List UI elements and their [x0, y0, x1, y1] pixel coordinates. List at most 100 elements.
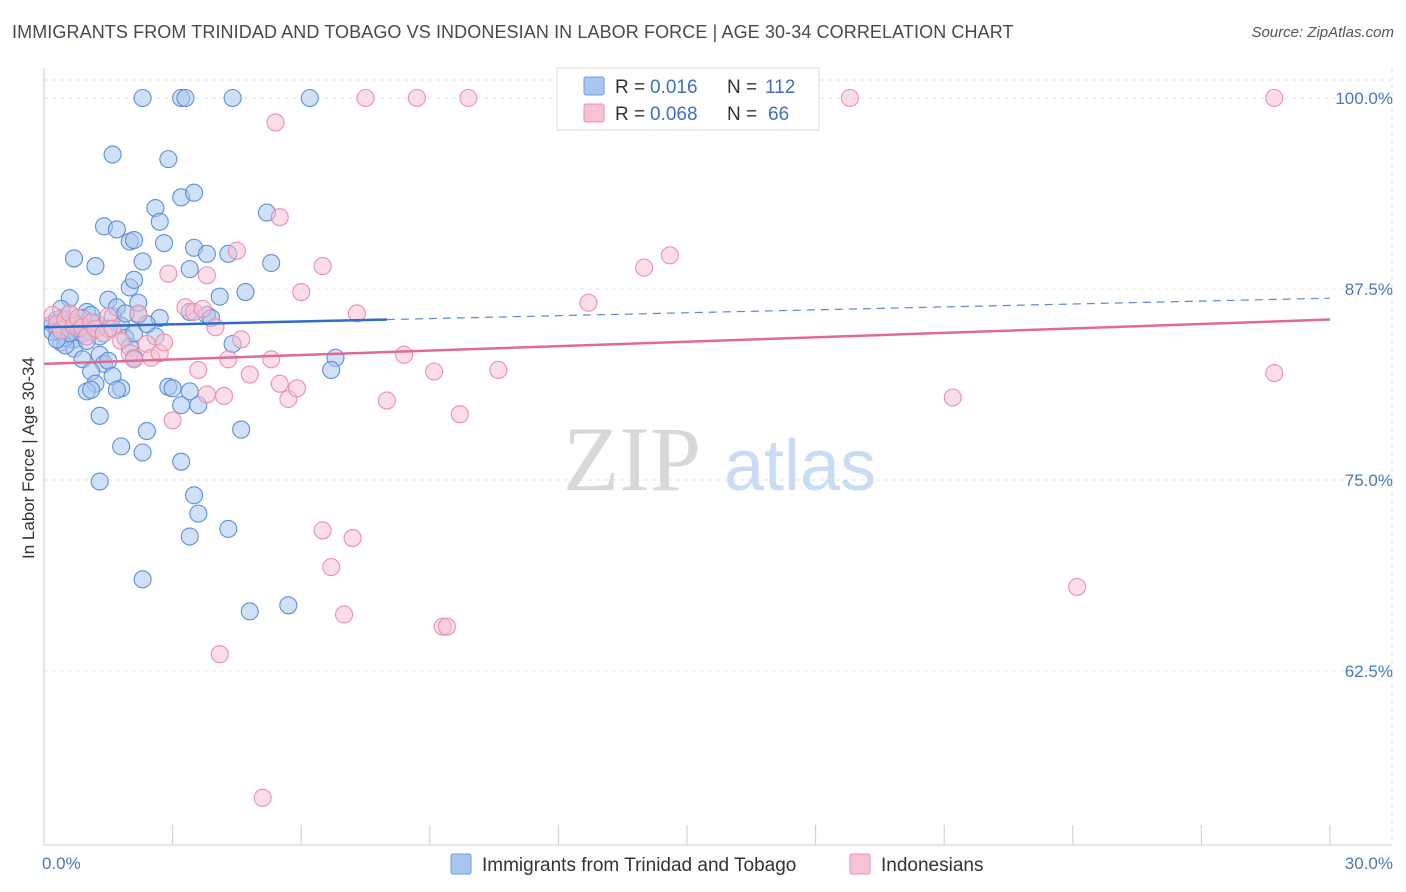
data-point: [262, 253, 281, 273]
trend-lines: [43, 297, 1331, 366]
data-point: [635, 258, 654, 277]
data-point: [133, 252, 152, 271]
data-point: [176, 88, 195, 108]
watermark-atlas: atlas: [724, 426, 876, 506]
source-label: Source: ZipAtlas.com: [1251, 24, 1394, 41]
data-point: [82, 380, 101, 399]
data-point: [193, 299, 212, 318]
data-point: [266, 113, 285, 132]
x-tick-label: 30.0%: [1345, 854, 1393, 873]
data-point: [86, 257, 105, 276]
data-point: [197, 244, 216, 263]
data-point: [189, 504, 208, 523]
legend-n-label: N =: [727, 104, 757, 125]
bottom-legend-swatch-pink: [849, 853, 871, 875]
data-point: [270, 374, 289, 393]
x-tick-labels: 0.0% 30.0%: [42, 854, 1393, 873]
data-point: [347, 304, 366, 323]
data-point: [262, 350, 281, 369]
data-point: [107, 380, 126, 399]
data-point: [206, 318, 225, 337]
bottom-legend-swatch-blue: [450, 853, 472, 875]
data-point: [356, 88, 375, 108]
data-point: [150, 212, 169, 231]
grid-lines: [44, 68, 1393, 845]
y-tick-label: 62.5%: [1345, 662, 1393, 681]
data-point: [943, 388, 962, 407]
axes: [43, 68, 1392, 846]
legend-r-label: R =: [615, 104, 645, 125]
trend-line-trinidad: [43, 318, 387, 329]
data-point: [64, 249, 84, 268]
data-point: [90, 406, 109, 425]
data-point: [1068, 577, 1087, 597]
data-point: [292, 283, 311, 302]
bottom-legend-label: Indonesians: [881, 855, 983, 876]
data-point: [163, 379, 182, 398]
legend-n-label: N =: [727, 77, 757, 98]
data-point: [313, 257, 332, 276]
data-point: [377, 391, 396, 410]
data-point: [322, 558, 341, 577]
data-point: [124, 350, 144, 369]
data-point: [227, 241, 246, 260]
y-tick-label: 100.0%: [1335, 89, 1393, 108]
data-point: [579, 293, 598, 312]
data-point: [240, 365, 259, 384]
data-point: [232, 420, 251, 439]
trend-line-trinidad-extension: [386, 297, 1331, 321]
data-point: [270, 208, 289, 227]
data-point: [197, 266, 216, 285]
data-point: [154, 234, 174, 253]
trend-line-indonesian: [43, 318, 1331, 366]
watermark: ZIP atlas: [563, 408, 876, 510]
data-point: [232, 330, 251, 349]
data-point: [124, 270, 144, 289]
y-tick-label: 87.5%: [1345, 280, 1393, 299]
data-point: [840, 88, 859, 108]
legend-n-value: 66: [768, 104, 789, 125]
data-point: [335, 605, 354, 624]
legend-r-value: 0.068: [650, 104, 698, 125]
watermark-zip: ZIP: [563, 408, 701, 510]
bottom-legend-label: Immigrants from Trinidad and Tobago: [482, 855, 796, 876]
data-point: [129, 304, 148, 323]
y-axis-label: In Labor Force | Age 30-34: [19, 357, 38, 559]
data-point: [197, 385, 216, 404]
data-point: [219, 519, 238, 538]
data-point: [133, 443, 152, 462]
data-point: [210, 645, 229, 664]
data-point: [172, 452, 191, 471]
data-point: [189, 360, 208, 380]
y-tick-labels: 100.0% 87.5% 75.0% 62.5%: [1335, 89, 1393, 681]
data-point: [133, 570, 152, 589]
data-point: [279, 596, 298, 615]
y-tick-label: 75.0%: [1345, 471, 1393, 490]
data-point: [210, 287, 229, 306]
data-point: [163, 411, 182, 430]
legend-n-value: 112: [765, 77, 795, 98]
data-point: [1265, 88, 1284, 108]
data-point: [343, 529, 362, 548]
data-point: [219, 350, 238, 369]
bottom-legend: Immigrants from Trinidad and Tobago Indo…: [450, 853, 983, 876]
data-point: [214, 386, 234, 406]
data-point: [660, 246, 679, 265]
data-point: [313, 521, 332, 540]
data-point: [253, 788, 272, 807]
data-point: [184, 183, 204, 202]
data-point: [437, 617, 456, 636]
data-point: [133, 88, 152, 108]
data-point: [180, 527, 199, 546]
data-point: [450, 405, 469, 424]
data-point: [112, 437, 131, 456]
data-point: [395, 345, 414, 364]
data-point: [124, 231, 144, 250]
legend-swatch-blue: [583, 76, 605, 96]
data-point: [407, 88, 426, 108]
x-tick-label: 0.0%: [42, 854, 81, 873]
data-point: [489, 360, 508, 380]
legend-r-value: 0.016: [650, 77, 698, 98]
data-point: [159, 264, 178, 283]
